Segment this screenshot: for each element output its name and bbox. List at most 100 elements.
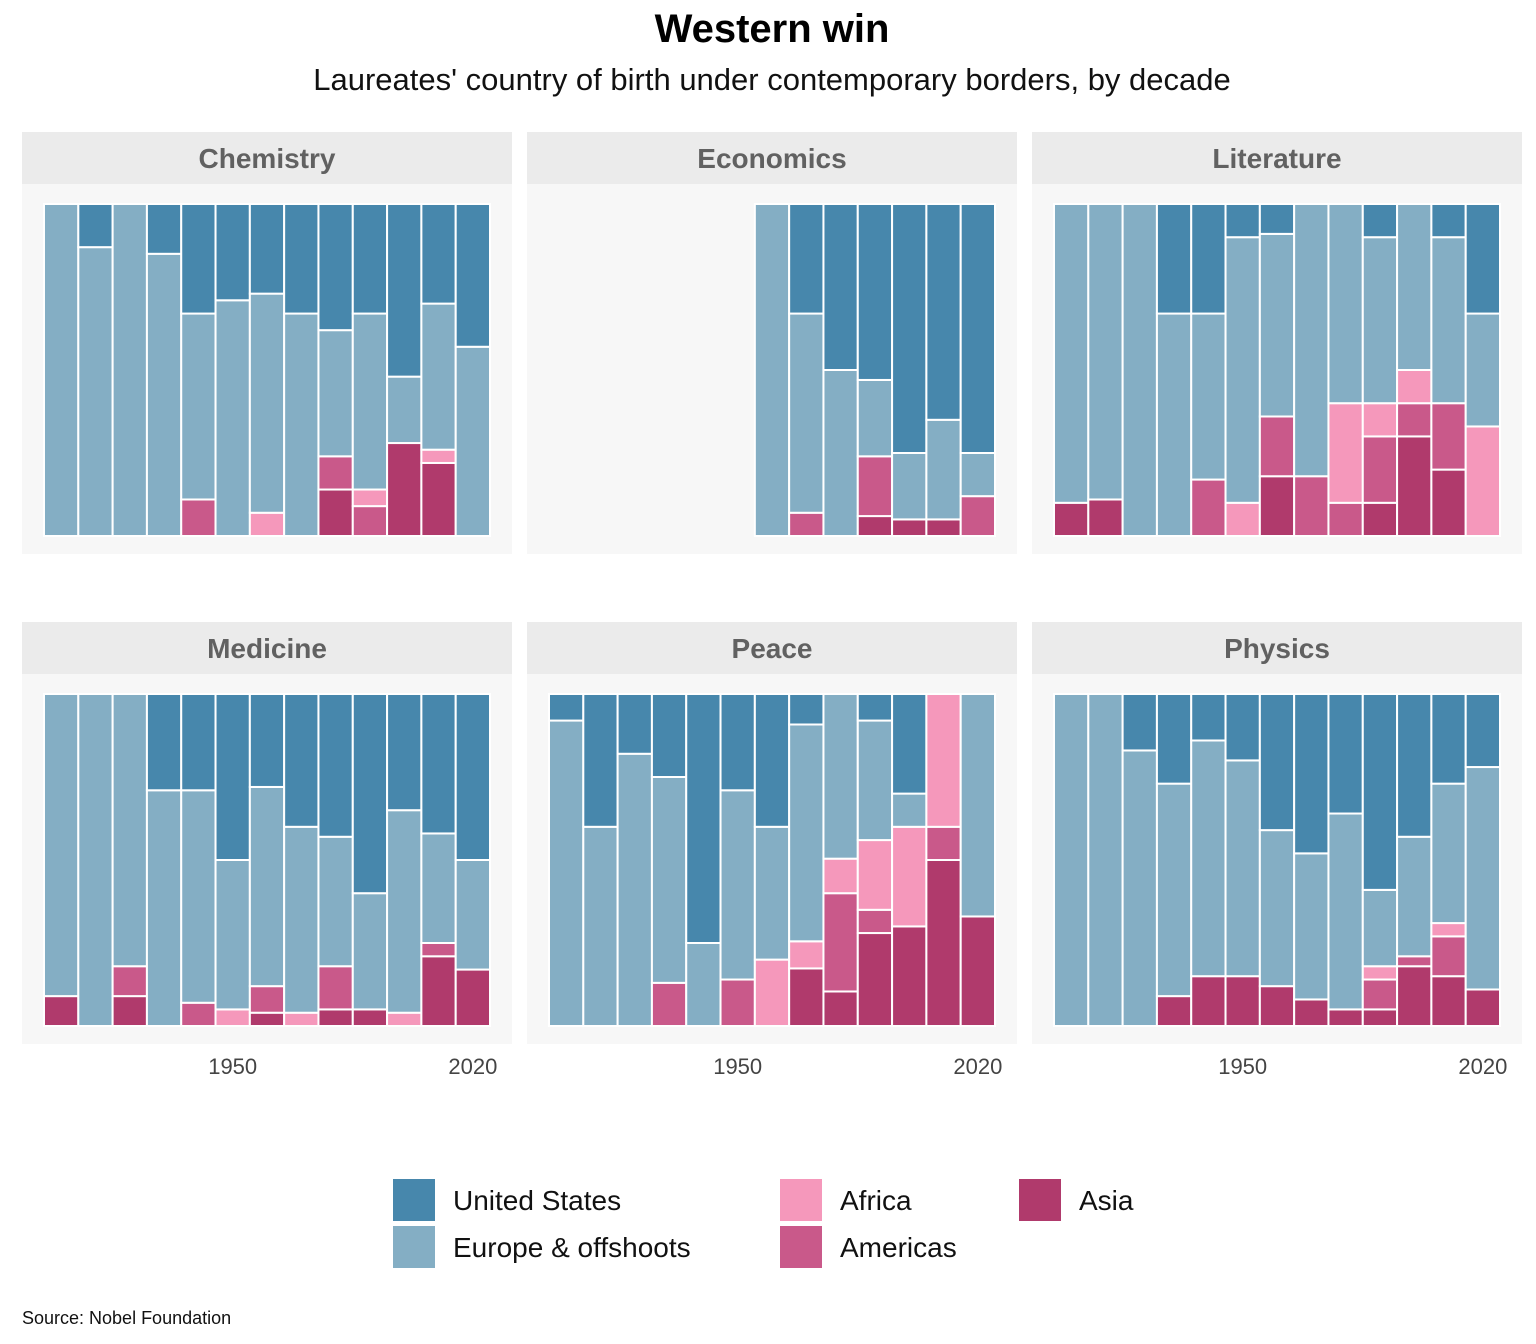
bar-segment-asia — [420, 955, 457, 1028]
bar-segment-europe-and-offshoots — [959, 693, 997, 918]
bar-1940 — [1190, 693, 1227, 1028]
bar-1920 — [1121, 693, 1158, 1027]
bar-segment-americas — [1396, 955, 1433, 968]
bar-segment-americas — [856, 455, 894, 518]
bar-segment-united-states — [685, 693, 722, 944]
bar-segment-americas — [180, 498, 217, 538]
bar-segment-asia — [891, 518, 928, 538]
panel-peace: Peace 1950 2020 — [527, 622, 1017, 1079]
bar-1900 — [43, 693, 80, 1027]
bar-segment-europe-and-offshoots — [822, 693, 859, 860]
bar-segment-europe-and-offshoots — [1121, 203, 1158, 537]
bar-segment-africa — [1361, 965, 1399, 981]
bar-segment-europe-and-offshoots — [351, 892, 389, 1011]
bar-segment-europe-and-offshoots — [1464, 766, 1501, 991]
bar-2010 — [925, 203, 962, 538]
bar-segment-united-states — [283, 203, 320, 315]
bar-segment-europe-and-offshoots — [959, 452, 997, 498]
bar-segment-united-states — [856, 693, 894, 722]
bar-1930 — [650, 693, 688, 1028]
bar-1960 — [753, 693, 791, 1027]
bar-segment-asia — [1190, 975, 1227, 1028]
bar-segment-united-states — [1190, 203, 1227, 315]
bar-segment-europe-and-offshoots — [788, 723, 825, 943]
bar-1970 — [283, 693, 320, 1027]
bar-2020 — [959, 693, 997, 1027]
bar-segment-united-states — [891, 203, 928, 454]
bar-1900 — [43, 203, 80, 537]
bar-segment-united-states — [1258, 203, 1296, 235]
bar-segment-africa — [1224, 501, 1261, 537]
panel-chemistry: Chemistry — [22, 132, 512, 554]
bar-2010 — [1430, 693, 1467, 1028]
bar-segment-africa — [248, 511, 286, 538]
bar-segment-europe-and-offshoots — [1121, 749, 1158, 1027]
legend-item-africa: Africa — [778, 1177, 912, 1223]
bar-segment-europe-and-offshoots — [1258, 829, 1296, 988]
bar-2000 — [1396, 693, 1433, 1027]
bar-segment-asia — [925, 518, 962, 538]
bar-segment-europe-and-offshoots — [1053, 203, 1090, 504]
bar-1990 — [351, 693, 389, 1028]
bar-segment-united-states — [351, 693, 389, 895]
bar-segment-europe-and-offshoots — [420, 302, 457, 451]
legend-label: Asia — [1079, 1185, 1134, 1216]
bar-segment-united-states — [420, 203, 457, 305]
bar-2000 — [386, 693, 423, 1027]
bar-1910 — [1087, 693, 1124, 1027]
legend-label: Americas — [840, 1232, 957, 1263]
bar-1910 — [77, 693, 114, 1027]
strip-label: Literature — [1212, 143, 1341, 174]
legend-swatch — [778, 1177, 824, 1223]
bar-1940 — [180, 203, 217, 538]
bar-segment-asia — [317, 1008, 354, 1028]
strip-background — [22, 622, 512, 674]
bar-segment-asia — [351, 1008, 389, 1028]
bar-segment-united-states — [180, 693, 217, 792]
bar-1980 — [1327, 693, 1364, 1028]
bar-2020 — [959, 203, 997, 538]
bar-segment-europe-and-offshoots — [1293, 203, 1330, 478]
bar-segment-europe-and-offshoots — [351, 312, 389, 491]
bar-segment-united-states — [1121, 693, 1158, 752]
bar-segment-europe-and-offshoots — [283, 312, 320, 537]
bar-segment-united-states — [283, 693, 320, 828]
bar-segment-asia — [1224, 975, 1261, 1028]
bar-segment-united-states — [454, 693, 492, 861]
bar-segment-united-states — [1327, 693, 1364, 815]
bar-segment-americas — [248, 985, 286, 1014]
bar-1950 — [1224, 693, 1261, 1028]
bar-segment-europe-and-offshoots — [420, 832, 457, 944]
bar-segment-americas — [1293, 475, 1330, 537]
bar-segment-united-states — [650, 693, 688, 778]
bar-segment-europe-and-offshoots — [753, 825, 791, 961]
bar-segment-united-states — [1258, 693, 1296, 832]
bar-segment-europe-and-offshoots — [1293, 852, 1330, 1001]
legend-swatch — [1017, 1177, 1063, 1223]
bar-1930 — [145, 203, 183, 538]
bar-segment-americas — [856, 908, 894, 935]
bar-segment-americas — [180, 1001, 217, 1028]
bar-segment-united-states — [351, 203, 389, 315]
bar-segment-europe-and-offshoots — [856, 378, 894, 458]
x-tick-label: 1950 — [208, 1054, 257, 1079]
bar-segment-africa — [1396, 369, 1433, 405]
bar-segment-asia — [1053, 501, 1090, 537]
bar-segment-europe-and-offshoots — [1224, 759, 1261, 978]
bar-segment-europe-and-offshoots — [386, 375, 423, 445]
chart-title: Western win — [655, 7, 890, 51]
bar-2020 — [1464, 203, 1501, 537]
bar-segment-asia — [891, 925, 928, 1028]
bar-segment-asia — [454, 968, 492, 1027]
bar-segment-americas — [111, 965, 148, 998]
bar-segment-united-states — [1293, 693, 1330, 855]
bar-segment-asia — [111, 995, 148, 1027]
bar-1980 — [822, 693, 859, 1027]
bar-segment-europe-and-offshoots — [248, 292, 286, 514]
bar-segment-europe-and-offshoots — [386, 809, 423, 1014]
legend-item-americas: Americas — [778, 1224, 957, 1270]
strip-background — [1032, 622, 1522, 674]
bar-segment-americas — [822, 892, 859, 993]
bar-1900 — [1053, 693, 1090, 1027]
